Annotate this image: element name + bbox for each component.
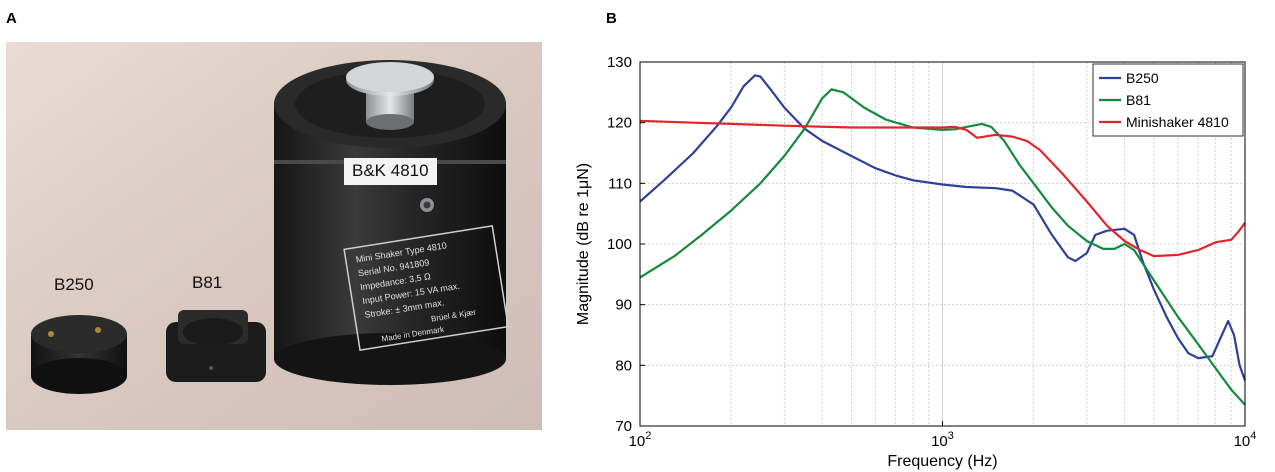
- y-tick-label: 80: [615, 357, 632, 374]
- series-line-1: [639, 88, 1246, 406]
- panel-label-b: B: [606, 10, 617, 27]
- y-axis-title: Magnitude (dB re 1μN): [575, 163, 592, 325]
- panel-label-a: A: [6, 10, 17, 27]
- y-tick-label: 90: [615, 297, 632, 314]
- series-line-0: [639, 74, 1247, 381]
- legend-entry: B250: [1126, 70, 1159, 86]
- y-tick-label: 130: [607, 54, 632, 71]
- bk-4810-shaker: Mini Shaker Type 4810 Serial No. 941809 …: [274, 60, 510, 385]
- b250-shaker: [31, 315, 127, 394]
- y-tick-label: 70: [615, 418, 632, 435]
- y-tick-label: 120: [607, 115, 632, 132]
- legend-entry: B81: [1126, 92, 1151, 108]
- b81-label: B81: [192, 273, 223, 292]
- legend-entry: Minishaker 4810: [1126, 114, 1229, 130]
- grid: [640, 62, 1245, 426]
- y-tick-label: 110: [608, 175, 632, 192]
- series-line-2: [639, 119, 1246, 258]
- b81-shaker: [166, 310, 266, 382]
- x-tick-label: 102: [629, 430, 652, 450]
- device-photo: Mini Shaker Type 4810 Serial No. 941809 …: [6, 42, 542, 430]
- frequency-response-chart: 70 80 90 100 110 120 130 102 103 104 Frequency (H…: [560, 40, 1260, 470]
- bk-4810-label: B&K 4810: [344, 158, 437, 185]
- b250-label: B250: [54, 275, 94, 294]
- y-tick-label: 100: [607, 236, 632, 253]
- legend: B250 B81 Minishaker 4810: [1092, 63, 1244, 137]
- x-tick-label: 103: [931, 430, 954, 450]
- x-axis-title: Frequency (Hz): [887, 453, 997, 470]
- x-tick-label: 104: [1234, 430, 1257, 450]
- series-lines: [639, 74, 1247, 406]
